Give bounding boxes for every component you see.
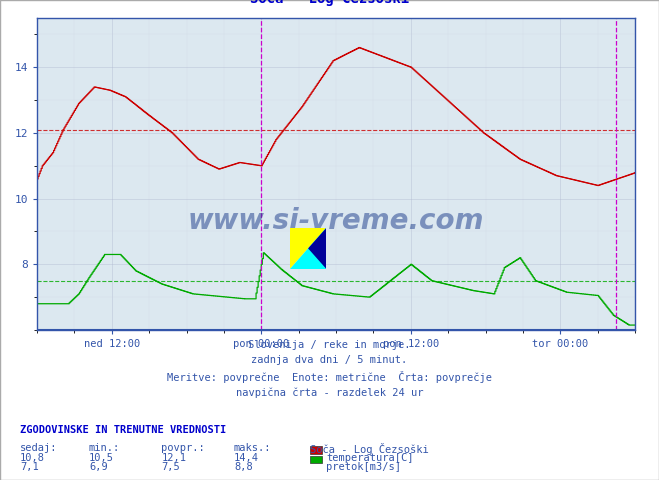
Text: 7,1: 7,1 bbox=[20, 462, 38, 472]
Text: 6,9: 6,9 bbox=[89, 462, 107, 472]
Text: maks.:: maks.: bbox=[234, 443, 272, 453]
Text: Soča - Log Čezsoški: Soča - Log Čezsoški bbox=[250, 0, 409, 6]
Text: navpična črta - razdelek 24 ur: navpična črta - razdelek 24 ur bbox=[236, 387, 423, 397]
Text: pretok[m3/s]: pretok[m3/s] bbox=[326, 462, 401, 472]
Text: povpr.:: povpr.: bbox=[161, 443, 205, 453]
Text: 10,5: 10,5 bbox=[89, 453, 114, 463]
Polygon shape bbox=[290, 228, 326, 269]
Text: Meritve: povprečne  Enote: metrične  Črta: povprečje: Meritve: povprečne Enote: metrične Črta:… bbox=[167, 372, 492, 383]
Polygon shape bbox=[308, 228, 326, 269]
Text: 14,4: 14,4 bbox=[234, 453, 259, 463]
Polygon shape bbox=[290, 228, 326, 269]
Text: zadnja dva dni / 5 minut.: zadnja dva dni / 5 minut. bbox=[251, 355, 408, 365]
Text: temperatura[C]: temperatura[C] bbox=[326, 453, 414, 463]
Text: min.:: min.: bbox=[89, 443, 120, 453]
Text: 8,8: 8,8 bbox=[234, 462, 252, 472]
Text: 10,8: 10,8 bbox=[20, 453, 45, 463]
Text: www.si-vreme.com: www.si-vreme.com bbox=[188, 207, 484, 235]
Text: 12,1: 12,1 bbox=[161, 453, 186, 463]
Text: Slovenija / reke in morje.: Slovenija / reke in morje. bbox=[248, 340, 411, 349]
Text: Soča - Log Čezsoški: Soča - Log Čezsoški bbox=[310, 443, 428, 455]
Text: 7,5: 7,5 bbox=[161, 462, 180, 472]
Text: ZGODOVINSKE IN TRENUTNE VREDNOSTI: ZGODOVINSKE IN TRENUTNE VREDNOSTI bbox=[20, 425, 226, 435]
Text: sedaj:: sedaj: bbox=[20, 443, 57, 453]
